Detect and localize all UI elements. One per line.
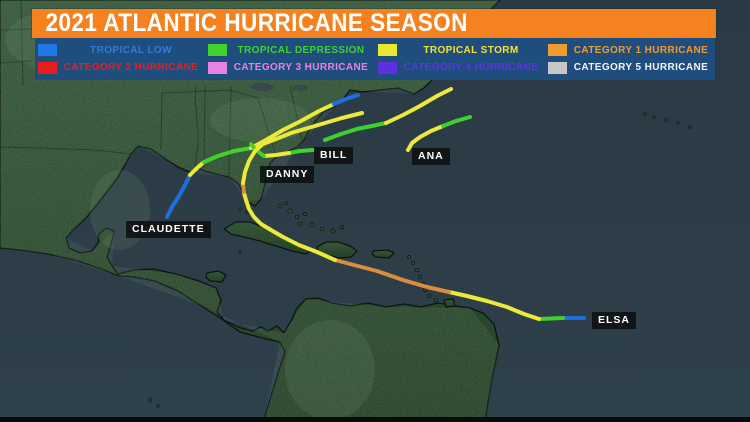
legend-swatch bbox=[208, 61, 227, 74]
track-claudette-tropical-low bbox=[165, 173, 192, 219]
legend-swatch bbox=[38, 44, 57, 57]
track-ana-tropical-storm bbox=[406, 124, 445, 152]
track-danny-tropical-storm bbox=[262, 151, 291, 158]
track-elsa-tropical-storm bbox=[241, 111, 364, 185]
track-claudette-tropical-depression bbox=[202, 146, 253, 164]
legend-item-category-3-hurricane: CATEGORY 3 HURRICANE bbox=[205, 61, 375, 75]
legend-swatch bbox=[548, 44, 567, 57]
land-texture bbox=[0, 0, 500, 422]
legend-swatch bbox=[378, 44, 397, 57]
storm-tracks bbox=[165, 87, 586, 321]
legend-item-category-1-hurricane: CATEGORY 1 HURRICANE bbox=[545, 43, 715, 57]
legend-label: CATEGORY 5 HURRICANE bbox=[573, 62, 709, 74]
track-claudette-tropical-storm bbox=[188, 160, 206, 177]
island-puerto-rico bbox=[371, 249, 395, 259]
legend-swatch bbox=[38, 61, 57, 74]
title-text: 2021 ATLANTIC HURRICANE SEASON bbox=[45, 9, 468, 37]
track-elsa-category-1 bbox=[333, 258, 451, 294]
track-elsa-tropical-storm bbox=[242, 191, 337, 262]
track-danny-tropical-depression bbox=[287, 148, 315, 155]
legend-item-category-2-hurricane: CATEGORY 2 HURRICANE bbox=[35, 61, 205, 75]
track-bill-tropical-storm bbox=[384, 87, 453, 125]
track-elsa-tropical-storm bbox=[447, 290, 541, 321]
island-trinidad bbox=[443, 298, 456, 308]
storm-label-elsa: ELSA bbox=[592, 312, 637, 329]
small-islands bbox=[148, 112, 692, 408]
legend-item-category-5-hurricane: CATEGORY 5 HURRICANE bbox=[545, 61, 715, 75]
legend-label: TROPICAL DEPRESSION bbox=[237, 44, 365, 56]
track-claudette-tropical-low bbox=[332, 93, 360, 106]
track-elsa-category-1 bbox=[241, 182, 246, 194]
track-elsa-tropical-depression bbox=[537, 316, 565, 321]
legend-item-tropical-low: TROPICAL LOW bbox=[35, 43, 205, 57]
legend-swatch bbox=[208, 44, 227, 57]
storm-label-claudette: CLAUDETTE bbox=[126, 221, 211, 238]
legend-item-category-4-hurricane: CATEGORY 4 HURRICANE bbox=[375, 61, 545, 75]
track-ana-tropical-depression bbox=[441, 115, 472, 128]
legend-item-tropical-storm: TROPICAL STORM bbox=[375, 43, 545, 57]
legend-label: CATEGORY 1 HURRICANE bbox=[573, 44, 709, 56]
bottom-border bbox=[0, 417, 750, 422]
legend-row-2: CATEGORY 2 HURRICANE CATEGORY 3 HURRICANE… bbox=[35, 61, 715, 75]
storm-label-bill: BILL bbox=[314, 147, 354, 164]
legend-row-1: TROPICAL LOW TROPICAL DEPRESSION TROPICAL … bbox=[35, 43, 715, 57]
legend-label: CATEGORY 2 HURRICANE bbox=[63, 62, 199, 74]
storm-label-ana: ANA bbox=[412, 148, 450, 165]
legend-item-tropical-depression: TROPICAL DEPRESSION bbox=[205, 43, 375, 57]
title-banner: 2021 ATLANTIC HURRICANE SEASON bbox=[32, 9, 716, 38]
storm-label-danny: DANNY bbox=[260, 166, 315, 183]
island-jamaica bbox=[205, 270, 227, 283]
track-claudette-tropical-storm bbox=[249, 102, 336, 150]
legend-swatch bbox=[548, 61, 567, 74]
legend-label: CATEGORY 4 HURRICANE bbox=[403, 62, 539, 74]
legend-swatch bbox=[378, 61, 397, 74]
legend-label: TROPICAL LOW bbox=[90, 44, 172, 56]
track-bill-tropical-depression bbox=[323, 121, 388, 142]
legend-panel: TROPICAL LOW TROPICAL DEPRESSION TROPICAL … bbox=[35, 38, 715, 80]
legend-label: TROPICAL STORM bbox=[423, 44, 519, 56]
legend-label: CATEGORY 3 HURRICANE bbox=[233, 62, 369, 74]
